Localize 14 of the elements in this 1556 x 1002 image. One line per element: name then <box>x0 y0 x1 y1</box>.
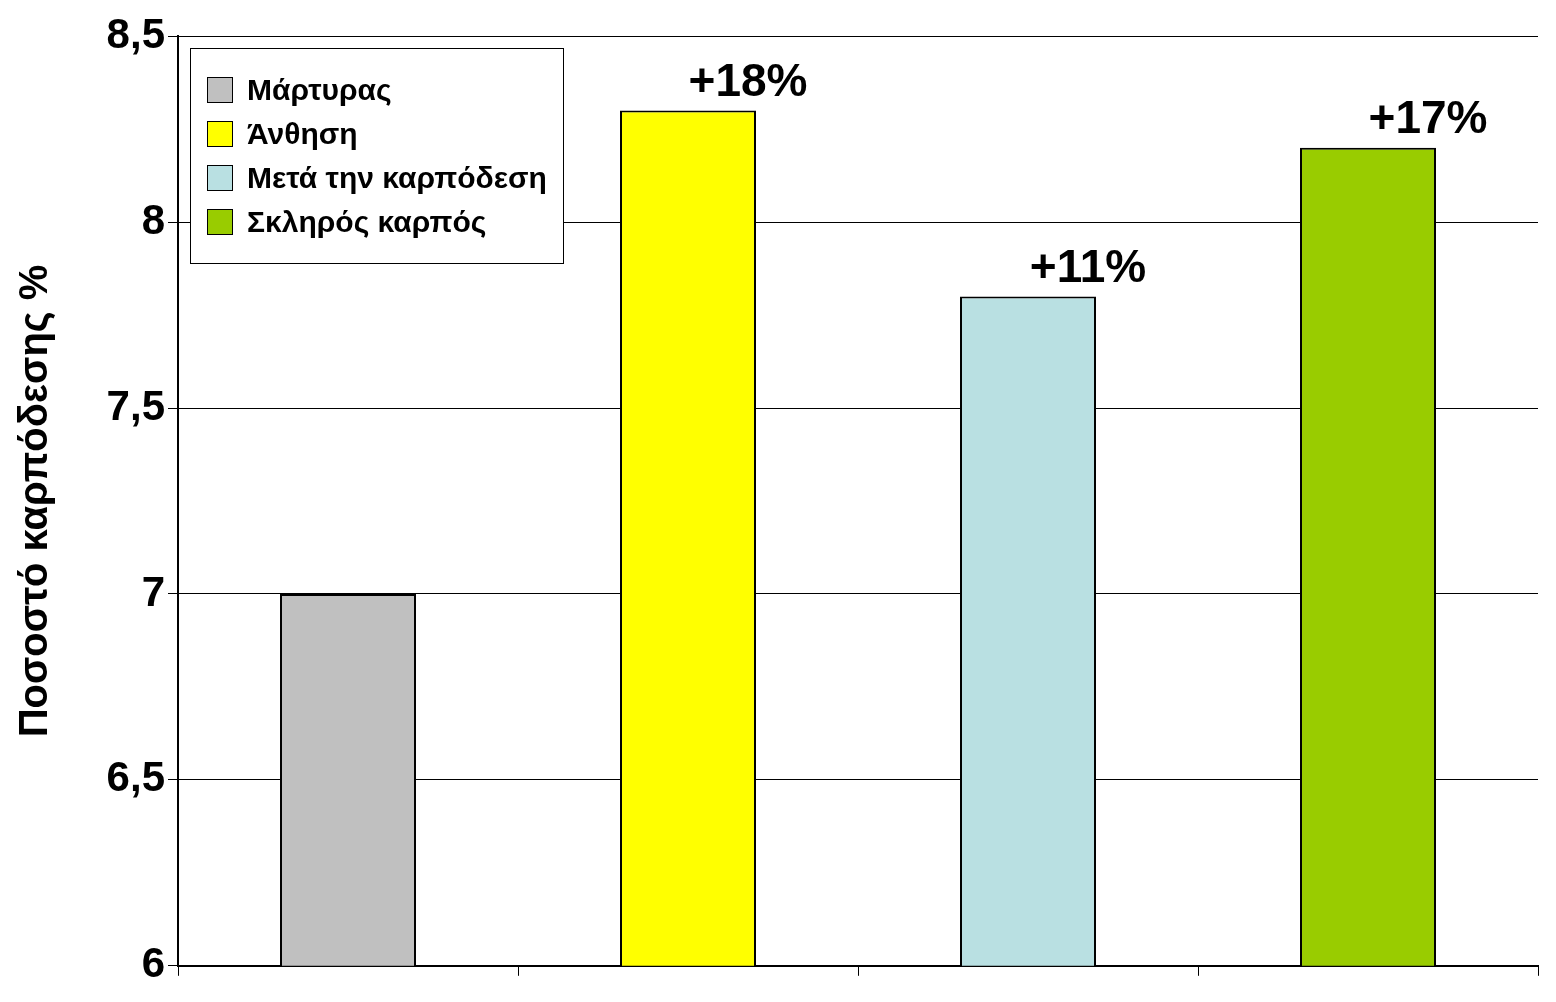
y-tick-label: 6 <box>141 939 165 987</box>
legend-label: Μάρτυρας <box>247 73 392 107</box>
y-tick-label: 7 <box>141 567 165 615</box>
y-tick-label: 8,5 <box>106 9 165 57</box>
y-tick-label: 6,5 <box>106 753 165 801</box>
annotation: +18% <box>688 54 808 107</box>
legend-label: Σκληρός καρπός <box>247 205 487 239</box>
annotation: +17% <box>1368 91 1488 144</box>
legend-label: Άνθηση <box>247 117 358 151</box>
y-tick-label: 7,5 <box>106 381 165 429</box>
legend-label: Μετά την καρπόδεση <box>247 161 547 195</box>
y-tick-label: 8 <box>141 195 165 243</box>
y-axis-title: Ποσοστό καρπόδεσης % <box>11 264 57 738</box>
annotation: +11% <box>1029 240 1147 293</box>
